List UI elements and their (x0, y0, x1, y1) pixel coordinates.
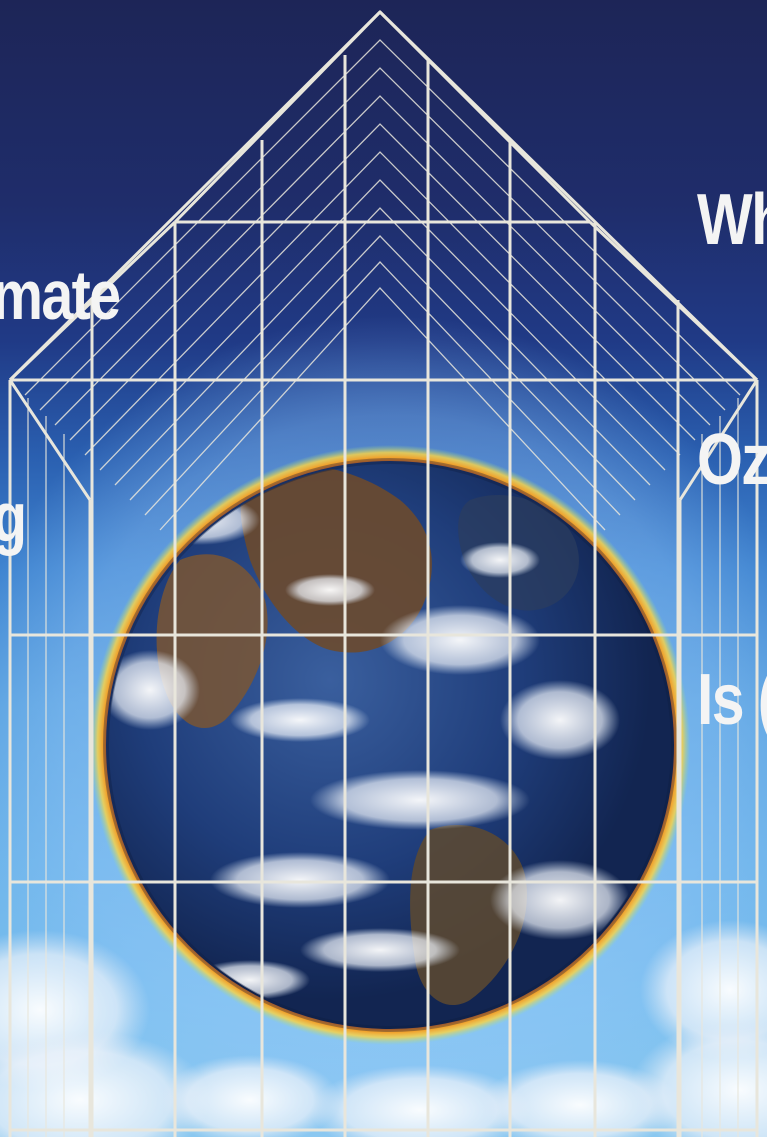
headline-left-line-2: g (0, 480, 119, 554)
cover-headline-left: mate g (0, 110, 121, 702)
headline-right-line-2: Oz (697, 420, 767, 500)
cover-headline-right: Wh Oz Is ( (697, 20, 767, 900)
headline-right-line-1: Wh (697, 180, 767, 260)
greenhouse-frame (8, 10, 759, 1137)
earth-globe (103, 458, 677, 1032)
bottom-clouds (0, 920, 767, 1137)
headline-right-line-3: Is ( (697, 660, 767, 740)
headline-left-line-1: mate (0, 256, 121, 334)
roof-ribs (24, 39, 741, 1137)
